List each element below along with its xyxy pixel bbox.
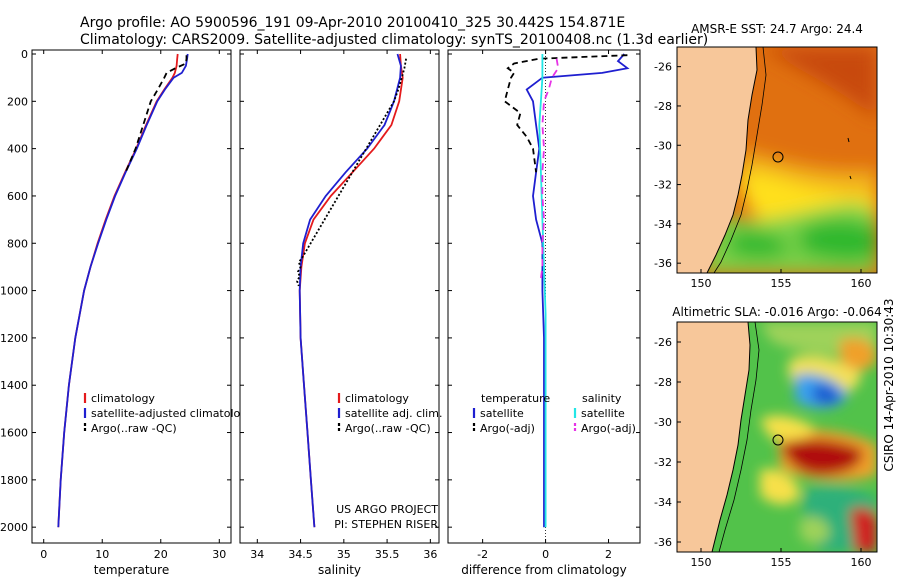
legend-label: Argo(-adj) bbox=[480, 422, 535, 435]
map-y-tick-label: -30 bbox=[654, 416, 672, 429]
x-axis-label: temperature bbox=[94, 563, 169, 577]
x-tick-label: -2 bbox=[477, 548, 488, 561]
y-tick-label: 600 bbox=[7, 190, 28, 203]
salinity-legend: climatology satellite adj. clim. Argo(..ra… bbox=[337, 392, 442, 435]
map-x-tick-label: 150 bbox=[691, 556, 712, 569]
map-y-tick-label: -36 bbox=[654, 536, 672, 549]
y-tick-label: 0 bbox=[21, 48, 28, 61]
x-tick-label: 34.5 bbox=[288, 548, 313, 561]
x-axis-label: difference from climatology bbox=[461, 563, 627, 577]
map-y-tick-label: -30 bbox=[654, 139, 672, 152]
x-axis-label: salinity bbox=[318, 563, 361, 577]
sla-map bbox=[677, 322, 877, 552]
map-x-tick-label: 160 bbox=[851, 277, 872, 290]
map-y-tick-label: -28 bbox=[654, 100, 672, 113]
map-y-tick-label: -34 bbox=[654, 218, 672, 231]
map-y-tick-label: -26 bbox=[654, 336, 672, 349]
annotation: PI: STEPHEN RISER bbox=[334, 518, 438, 531]
series-line-2 bbox=[538, 54, 547, 528]
series-line-1 bbox=[57, 53, 189, 528]
legend-label: climatology bbox=[91, 392, 155, 405]
x-tick-label: 35.5 bbox=[375, 548, 400, 561]
legend-heading: temperature bbox=[481, 392, 550, 405]
x-tick-label: 0 bbox=[40, 548, 47, 561]
legend-label: satellite-adjusted climatology bbox=[91, 407, 254, 420]
sla-argo-marker bbox=[772, 434, 784, 446]
sla-map-frame bbox=[676, 321, 878, 553]
map-x-tick-label: 155 bbox=[771, 556, 792, 569]
y-tick-label: 400 bbox=[7, 143, 28, 156]
map-x-tick-label: 160 bbox=[851, 556, 872, 569]
map-x-tick-label: 150 bbox=[691, 277, 712, 290]
x-tick-label: 20 bbox=[154, 548, 168, 561]
annotation: US ARGO PROJECT bbox=[336, 503, 438, 516]
y-tick-label: 1400 bbox=[0, 379, 28, 392]
legend-label: satellite adj. clim. bbox=[345, 407, 442, 420]
salinity-panel: 34 34.5 35 35.5 36 salinity US ARGO PROJECT PI:… bbox=[239, 49, 442, 577]
sst-argo-marker bbox=[772, 151, 784, 163]
legend-label: Argo(-adj) bbox=[581, 422, 636, 435]
map-x-tick-label: 155 bbox=[771, 277, 792, 290]
map-y-tick-label: -32 bbox=[654, 179, 672, 192]
sla-map-title: Altimetric SLA: -0.016 Argo: -0.064 bbox=[672, 305, 881, 319]
x-tick-label: 10 bbox=[95, 548, 109, 561]
legend-label: satellite bbox=[480, 407, 524, 420]
y-tick-label: 1000 bbox=[0, 285, 28, 298]
legend-label: Argo(..raw -QC) bbox=[345, 422, 431, 435]
figure-title-line2: Climatology: CARS2009. Satellite-adjuste… bbox=[80, 32, 708, 48]
map-y-tick-label: -28 bbox=[654, 376, 672, 389]
sst-map-title: AMSR-E SST: 24.7 Argo: 24.4 bbox=[691, 22, 863, 36]
side-label: CSIRO 14-Apr-2010 10:30:43 bbox=[882, 298, 896, 471]
figure-title-line1: Argo profile: AO 5900596_191 09-Apr-2010… bbox=[80, 15, 625, 31]
y-tick-label: 800 bbox=[7, 237, 28, 250]
temperature-legend: climatology satellite-adjusted climatolog… bbox=[83, 392, 254, 435]
legend-label: climatology bbox=[345, 392, 409, 405]
y-tick-label: 1800 bbox=[0, 474, 28, 487]
sst-map bbox=[677, 47, 877, 273]
legend-label: satellite bbox=[581, 407, 625, 420]
series-line-0 bbox=[525, 53, 630, 528]
x-tick-label: 34 bbox=[250, 548, 264, 561]
x-tick-label: 36 bbox=[423, 548, 437, 561]
series-line-2 bbox=[296, 58, 407, 287]
map-y-tick-label: -36 bbox=[654, 257, 672, 270]
difference-panel: -2 0 2 difference from climatology temperatu… bbox=[447, 49, 641, 577]
map-y-tick-label: -34 bbox=[654, 496, 672, 509]
y-tick-label: 1600 bbox=[0, 427, 28, 440]
legend-heading: salinity bbox=[582, 392, 622, 405]
legend-label: Argo(..raw -QC) bbox=[91, 422, 177, 435]
y-tick-label: 2000 bbox=[0, 521, 28, 534]
temperature-panel: 0 10 20 30 0 200 400 600 800 1000 1200 1400 1600 1800… bbox=[0, 48, 254, 577]
x-tick-label: 2 bbox=[605, 548, 612, 561]
map-y-tick-label: -26 bbox=[654, 61, 672, 74]
x-tick-label: 30 bbox=[212, 548, 226, 561]
series-line-2 bbox=[124, 55, 188, 173]
map-y-tick-label: -32 bbox=[654, 456, 672, 469]
difference-legend: temperature satellite Argo(-adj) salinity sa… bbox=[472, 392, 636, 435]
series-line-1 bbox=[503, 54, 628, 173]
x-tick-label: 0 bbox=[542, 548, 549, 561]
y-tick-label: 1200 bbox=[0, 332, 28, 345]
x-tick-label: 35 bbox=[337, 548, 351, 561]
y-tick-label: 200 bbox=[7, 95, 28, 108]
sst-map-frame bbox=[676, 46, 878, 274]
